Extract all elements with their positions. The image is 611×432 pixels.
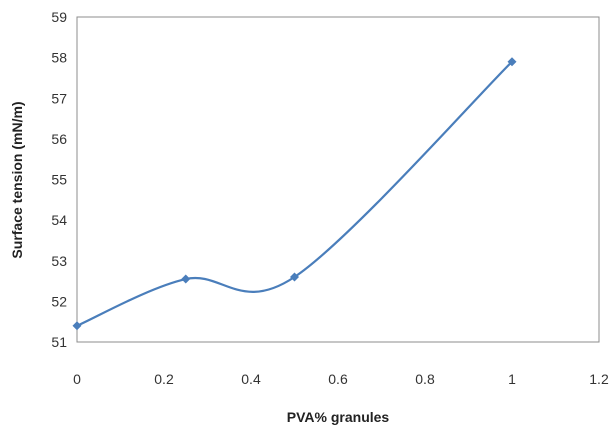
y-tick-label: 55 [51, 172, 67, 188]
x-tick-label: 0.4 [241, 371, 261, 387]
x-tick-label: 0.6 [328, 371, 348, 387]
data-points [72, 57, 517, 331]
x-tick-label: 0.2 [154, 371, 174, 387]
data-point [181, 274, 191, 284]
x-axis-label: PVA% granules [287, 409, 390, 425]
y-tick-label: 57 [51, 90, 67, 106]
series-line [76, 60, 513, 327]
x-tick-label: 0 [73, 371, 81, 387]
y-tick-label: 58 [51, 50, 67, 66]
y-tick-label: 59 [51, 9, 67, 25]
y-tick-label: 56 [51, 131, 67, 147]
y-tick-labels: 51 52 53 54 55 56 57 58 59 [51, 9, 67, 350]
y-tick-label: 54 [51, 212, 67, 228]
x-tick-label: 1.2 [589, 371, 609, 387]
x-tick-labels: 0 0.2 0.4 0.6 0.8 1 1.2 [73, 371, 609, 387]
data-point [507, 57, 517, 67]
y-tick-label: 53 [51, 253, 67, 269]
y-tick-label: 51 [51, 334, 67, 350]
plot-frame [76, 16, 600, 343]
y-tick-label: 52 [51, 293, 67, 309]
data-point [290, 272, 299, 282]
x-tick-label: 0.8 [415, 371, 435, 387]
x-tick-label: 1 [508, 371, 516, 387]
data-point [72, 321, 82, 331]
y-axis-label: Surface tension (mN/m) [9, 101, 25, 258]
